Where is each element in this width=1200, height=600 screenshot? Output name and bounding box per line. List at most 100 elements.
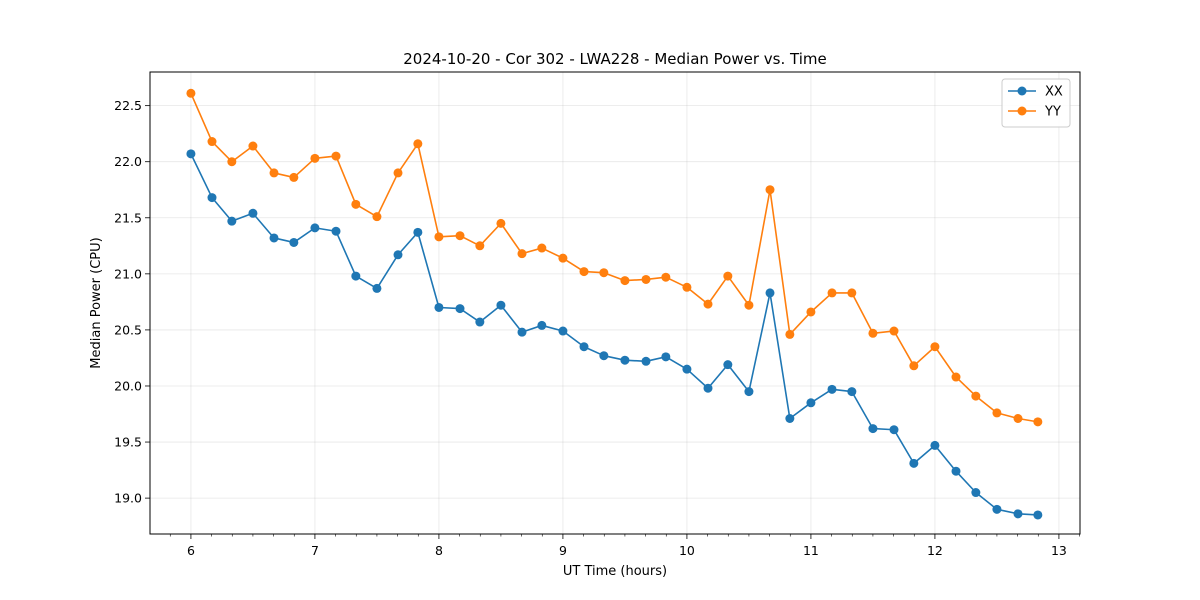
data-point-xx	[806, 398, 816, 408]
data-point-xx	[620, 355, 630, 365]
data-point-xx	[951, 466, 961, 476]
data-point-yy	[599, 268, 609, 278]
data-point-yy	[682, 282, 692, 292]
data-point-xx	[1013, 509, 1023, 519]
y-tick-label: 22.0	[114, 154, 142, 169]
data-point-xx	[558, 326, 568, 336]
y-tick-label: 19.0	[114, 491, 142, 506]
y-tick-label: 21.0	[114, 266, 142, 281]
data-point-xx	[703, 383, 713, 393]
data-point-yy	[393, 168, 403, 178]
data-point-yy	[579, 267, 589, 277]
data-point-xx	[889, 425, 899, 435]
data-point-xx	[517, 327, 527, 337]
data-point-yy	[269, 168, 279, 178]
data-point-xx	[827, 384, 837, 394]
data-point-yy	[289, 172, 299, 182]
data-point-yy	[827, 288, 837, 298]
data-point-yy	[413, 139, 423, 149]
plot-frame	[149, 71, 1081, 535]
data-point-xx	[331, 226, 341, 236]
data-point-yy	[558, 253, 568, 263]
chart-title: 2024-10-20 - Cor 302 - LWA228 - Median P…	[403, 50, 827, 68]
x-tick-label: 7	[311, 543, 319, 558]
data-point-yy	[186, 88, 196, 98]
data-point-yy	[847, 288, 857, 298]
series-xx	[186, 149, 1043, 520]
y-tick-label: 20.0	[114, 378, 142, 393]
data-point-xx	[992, 504, 1002, 514]
data-point-yy	[661, 272, 671, 282]
data-point-yy	[1013, 414, 1023, 423]
data-point-yy	[207, 137, 217, 147]
data-point-yy	[537, 243, 547, 253]
data-point-yy	[806, 307, 816, 317]
axis-ticks: 6 7 8 9 10 11 12 13 19.0 19.5 20.0 20.5 21.0 21.5 22.0…	[114, 98, 1080, 558]
data-point-yy	[620, 276, 630, 286]
legend-label: XX	[1045, 85, 1063, 100]
y-axis-label: Median Power (CPU)	[89, 237, 104, 368]
x-tick-label: 12	[927, 543, 943, 558]
data-point-yy	[868, 328, 878, 338]
data-point-yy	[641, 274, 651, 284]
data-point-xx	[847, 387, 857, 397]
y-tick-label: 21.5	[114, 210, 142, 225]
data-point-yy	[785, 329, 795, 339]
x-axis-label: UT Time (hours)	[563, 564, 667, 579]
data-point-xx	[723, 360, 733, 370]
data-point-yy	[723, 271, 733, 281]
legend-label: YY	[1044, 105, 1061, 120]
data-point-xx	[186, 149, 196, 159]
data-point-xx	[971, 488, 981, 498]
data-point-yy	[351, 199, 361, 209]
data-point-xx	[413, 227, 423, 237]
y-tick-label: 20.5	[114, 322, 142, 337]
data-point-xx	[744, 387, 754, 397]
data-point-yy	[909, 361, 919, 371]
data-point-xx	[310, 223, 320, 233]
data-point-xx	[785, 414, 795, 423]
legend-marker	[1017, 86, 1027, 96]
legend-marker	[1017, 106, 1027, 116]
data-point-yy	[1033, 417, 1043, 427]
data-point-yy	[992, 408, 1002, 418]
data-point-xx	[227, 216, 237, 226]
data-point-yy	[248, 141, 258, 151]
data-point-xx	[434, 302, 444, 312]
data-point-yy	[434, 232, 444, 242]
data-point-xx	[537, 320, 547, 330]
data-point-xx	[269, 233, 279, 243]
data-point-yy	[930, 342, 940, 352]
data-point-yy	[496, 218, 506, 228]
data-point-yy	[951, 372, 961, 382]
x-tick-label: 9	[559, 543, 567, 558]
data-point-xx	[475, 317, 485, 327]
data-point-xx	[496, 300, 506, 310]
x-tick-label: 11	[803, 543, 819, 558]
data-point-yy	[889, 326, 899, 336]
series-layer	[186, 88, 1043, 520]
legend-item-yy: YY	[1008, 105, 1061, 120]
series-yy	[186, 88, 1043, 427]
data-point-yy	[310, 153, 320, 163]
data-point-yy	[372, 212, 382, 222]
data-point-yy	[517, 249, 527, 259]
y-tick-label: 22.5	[114, 98, 142, 113]
grid	[150, 72, 1080, 534]
data-point-yy	[744, 300, 754, 310]
data-point-yy	[703, 299, 713, 309]
data-point-xx	[372, 283, 382, 293]
x-tick-label: 10	[679, 543, 695, 558]
data-point-xx	[930, 440, 940, 450]
data-point-yy	[971, 391, 981, 401]
data-point-xx	[455, 304, 465, 314]
data-point-xx	[765, 288, 775, 298]
data-point-yy	[331, 151, 341, 161]
data-point-xx	[1033, 510, 1043, 520]
data-point-xx	[909, 458, 919, 468]
data-point-yy	[227, 157, 237, 167]
y-tick-label: 19.5	[114, 435, 142, 450]
